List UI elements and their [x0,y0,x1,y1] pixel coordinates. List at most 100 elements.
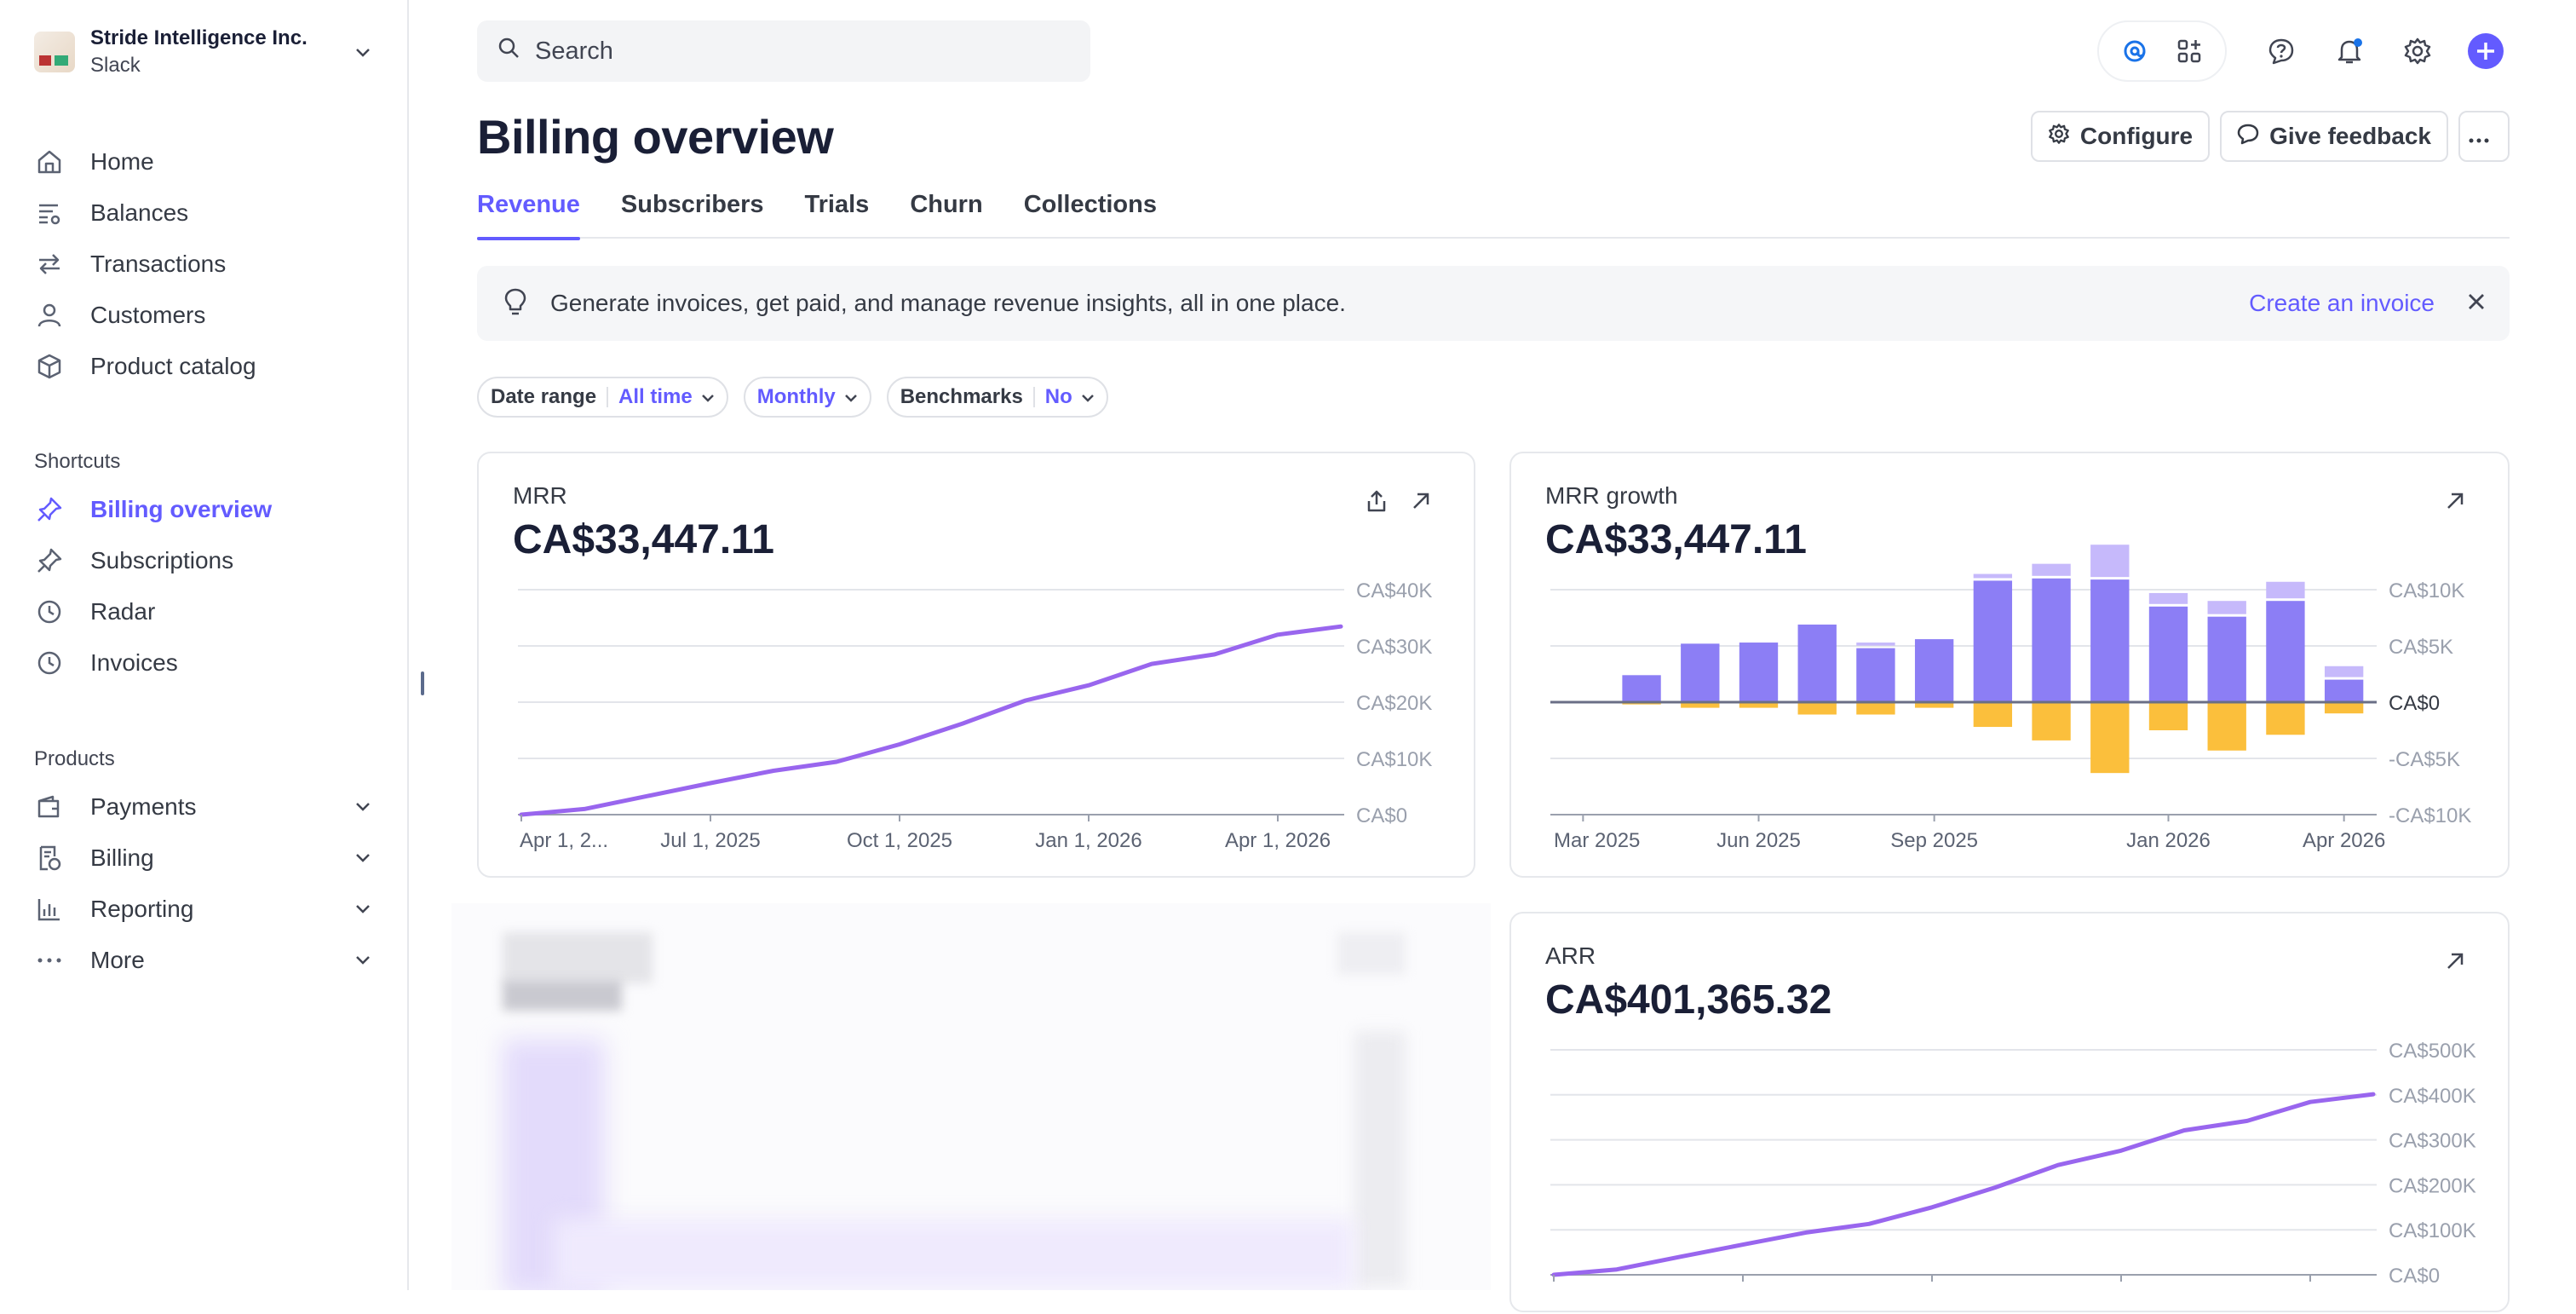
benchmarks-filter[interactable]: Benchmarks No [886,377,1108,418]
y-tick-label: CA$500K [2389,1040,2476,1063]
assistant-icon[interactable] [2111,27,2159,75]
nav-item-transactions[interactable]: Transactions [34,239,375,290]
apps-icon[interactable] [2165,27,2213,75]
clock-icon [34,648,65,678]
top-toolbar [2097,20,2510,82]
gear-icon[interactable] [2394,27,2441,75]
help-icon[interactable] [2257,27,2305,75]
nav-label: Payments [90,793,197,820]
bar-new-mrr [1797,624,1837,702]
nav-item-subscriptions[interactable]: Subscriptions [34,535,375,586]
chevron-down-icon [351,853,375,863]
bar-expansion-mrr [1856,643,1895,646]
mrr-card[interactable]: MRR CA$33,447.11 CA$0 CA$10K CA$20K CA$30K C… [477,452,1475,878]
y-tick-label: CA$100K [2389,1219,2476,1242]
search-input[interactable]: Search [477,20,1090,82]
bar-new-mrr [2032,578,2071,702]
sidebar-resize-handle[interactable] [421,671,424,695]
x-tick-label: Apr 1, 2026 [1225,829,1331,852]
bar-expansion-mrr [2324,666,2364,677]
x-tick-label: Oct 1, 2025 [847,829,952,852]
chevron-down-icon [351,955,375,965]
configure-label: Configure [2079,123,2194,149]
date-range-filter[interactable]: Date range All time [477,377,728,418]
series-line [1551,1092,2376,1277]
card-title: ARR [1545,942,1596,969]
bar-new-mrr [2324,679,2364,702]
wallet-icon [34,792,65,822]
speech-bubble-icon [2237,123,2269,151]
x-tick-label: Jan 1, 2026 [1035,829,1141,852]
nav-item-home[interactable]: Home [34,136,375,187]
bar-churned-mrr [2207,702,2246,751]
bar-churned-mrr [2148,702,2188,730]
y-tick-label: CA$10K [2389,579,2464,602]
nav-label: Balances [90,199,189,226]
configure-button[interactable]: Configure [2030,111,2211,162]
card-value: CA$401,365.32 [1545,977,1832,1023]
filter-label: Date range [491,385,597,408]
account-switcher[interactable]: Stride Intelligence Inc. Slack [34,26,375,78]
interval-filter[interactable]: Monthly [743,377,871,418]
close-icon[interactable] [2467,289,2486,318]
pin-icon [34,494,65,525]
arr-card[interactable]: ARR CA$401,365.32 CA$0 CA$100K CA$200K CA$3… [1509,912,2510,1312]
nav-item-billing[interactable]: Billing [34,833,375,884]
y-tick-label: CA$30K [1356,636,1432,659]
card-value: CA$33,447.11 [1545,517,1807,562]
expand-arrow-icon[interactable] [1404,484,1438,518]
feedback-label: Give feedback [2269,123,2431,149]
products-nav: Products Payments Billing Reporting More [34,742,375,986]
more-actions-button[interactable] [2458,111,2510,162]
bar-churned-mrr [2090,702,2130,774]
y-tick-label: -CA$10K [2389,804,2471,827]
tab-subscribers[interactable]: Subscribers [620,191,764,218]
y-tick-label: CA$200K [2389,1174,2476,1197]
tab-collections[interactable]: Collections [1023,191,1157,218]
chevron-down-icon [351,904,375,914]
bar-new-mrr [2266,601,2305,702]
nav-item-invoices[interactable]: Invoices [34,637,375,689]
bar-new-mrr [1973,580,2013,702]
nav-item-billing-overview[interactable]: Billing overview [34,484,375,535]
customers-icon [34,300,65,331]
nav-item-balances[interactable]: Balances [34,187,375,239]
y-tick-label: CA$300K [2389,1130,2476,1153]
bar-new-mrr [2148,606,2188,702]
tab-trials[interactable]: Trials [804,191,870,218]
primary-nav: Home Balances Transactions Customers Pro… [34,136,375,392]
bar-new-mrr [1681,643,1720,702]
search-icon [497,37,535,66]
y-tick-label: -CA$5K [2389,748,2460,771]
bar-new-mrr [2207,616,2246,702]
create-plus-icon[interactable] [2462,27,2510,75]
nav-label: Product catalog [90,353,256,379]
share-icon[interactable] [1360,484,1394,518]
bar-expansion-mrr [2207,601,2246,614]
expand-arrow-icon[interactable] [2438,944,2472,978]
x-tick-label: Apr 1, 2... [520,829,608,852]
expand-arrow-icon[interactable] [2438,484,2472,518]
bar-churned-mrr [2032,702,2071,741]
x-tick-label: Apr 2026 [2303,829,2385,852]
nav-item-reporting[interactable]: Reporting [34,884,375,935]
nav-item-radar[interactable]: Radar [34,586,375,637]
nav-item-payments[interactable]: Payments [34,781,375,833]
chevron-down-icon [351,41,375,63]
nav-label: Radar [90,598,156,625]
nav-item-product-catalog[interactable]: Product catalog [34,341,375,392]
tab-revenue[interactable]: Revenue [477,186,580,240]
nav-item-more[interactable]: More [34,935,375,986]
bar-new-mrr [1856,648,1895,702]
filter-value: No [1044,385,1072,408]
create-invoice-link[interactable]: Create an invoice [2249,290,2435,316]
mrr-growth-card[interactable]: MRR growth CA$33,447.11 -CA$10K -CA$5K CA$… [1509,452,2510,878]
series-line [519,624,1343,817]
bell-icon[interactable] [2326,27,2373,75]
give-feedback-button[interactable]: Give feedback [2220,111,2448,162]
nav-item-customers[interactable]: Customers [34,290,375,341]
tab-churn[interactable]: Churn [910,191,983,218]
reporting-icon [34,894,65,925]
tab-bar: Revenue Subscribers Trials Churn Collect… [477,186,2510,240]
y-tick-label: CA$5K [2389,636,2453,659]
